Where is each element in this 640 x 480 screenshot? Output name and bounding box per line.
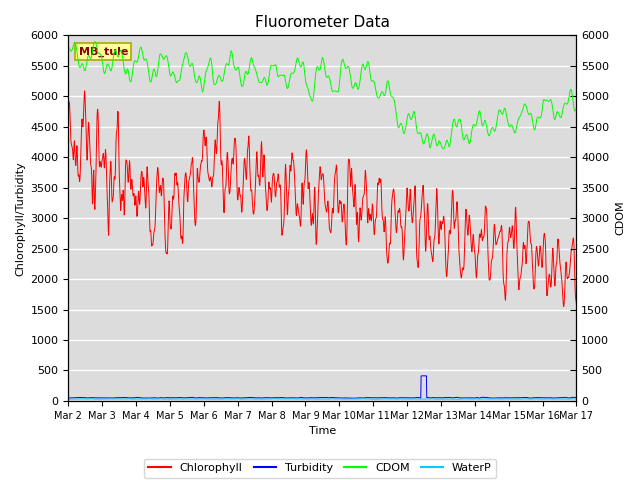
Chlorophyll	[65, 100, 72, 106]
Chlorophyll	[166, 200, 173, 205]
WaterP	[468, 396, 476, 402]
WaterP	[513, 396, 520, 402]
Turbidity	[351, 396, 358, 401]
Chlorophyll	[178, 233, 186, 239]
Turbidity	[234, 395, 242, 401]
WaterP	[165, 396, 173, 402]
WaterP	[234, 396, 242, 402]
Line: Chlorophyll: Chlorophyll	[68, 91, 577, 306]
WaterP	[454, 396, 461, 402]
WaterP	[573, 396, 580, 402]
Y-axis label: CDOM: CDOM	[615, 201, 625, 236]
Chlorophyll	[401, 223, 409, 228]
Chlorophyll	[468, 248, 476, 253]
X-axis label: Time: Time	[309, 426, 336, 436]
Chlorophyll	[560, 303, 568, 309]
WaterP	[401, 396, 409, 402]
Turbidity	[422, 373, 430, 379]
Turbidity	[65, 395, 72, 401]
CDOM	[401, 127, 409, 133]
Turbidity	[401, 395, 409, 401]
Legend: Chlorophyll, Turbidity, CDOM, WaterP: Chlorophyll, Turbidity, CDOM, WaterP	[144, 459, 496, 478]
Turbidity	[165, 395, 173, 401]
WaterP	[270, 396, 278, 402]
CDOM	[91, 39, 99, 45]
Turbidity	[513, 395, 520, 400]
Chlorophyll	[513, 228, 520, 234]
Chlorophyll	[235, 188, 243, 193]
Text: MB_tule: MB_tule	[79, 46, 128, 57]
Line: CDOM: CDOM	[68, 42, 577, 149]
Chlorophyll	[81, 88, 88, 94]
CDOM	[166, 69, 173, 74]
CDOM	[573, 105, 580, 110]
CDOM	[513, 123, 520, 129]
Turbidity	[573, 395, 580, 400]
Y-axis label: Chlorophyll/Turbidity: Chlorophyll/Turbidity	[15, 161, 25, 276]
Chlorophyll	[573, 301, 580, 307]
CDOM	[468, 127, 476, 132]
Turbidity	[177, 395, 185, 401]
CDOM	[178, 65, 186, 71]
WaterP	[65, 396, 72, 402]
Turbidity	[468, 395, 476, 401]
CDOM	[235, 65, 243, 71]
CDOM	[65, 44, 72, 50]
Line: Turbidity: Turbidity	[68, 376, 577, 398]
WaterP	[177, 396, 185, 402]
CDOM	[440, 146, 447, 152]
Title: Fluorometer Data: Fluorometer Data	[255, 15, 390, 30]
